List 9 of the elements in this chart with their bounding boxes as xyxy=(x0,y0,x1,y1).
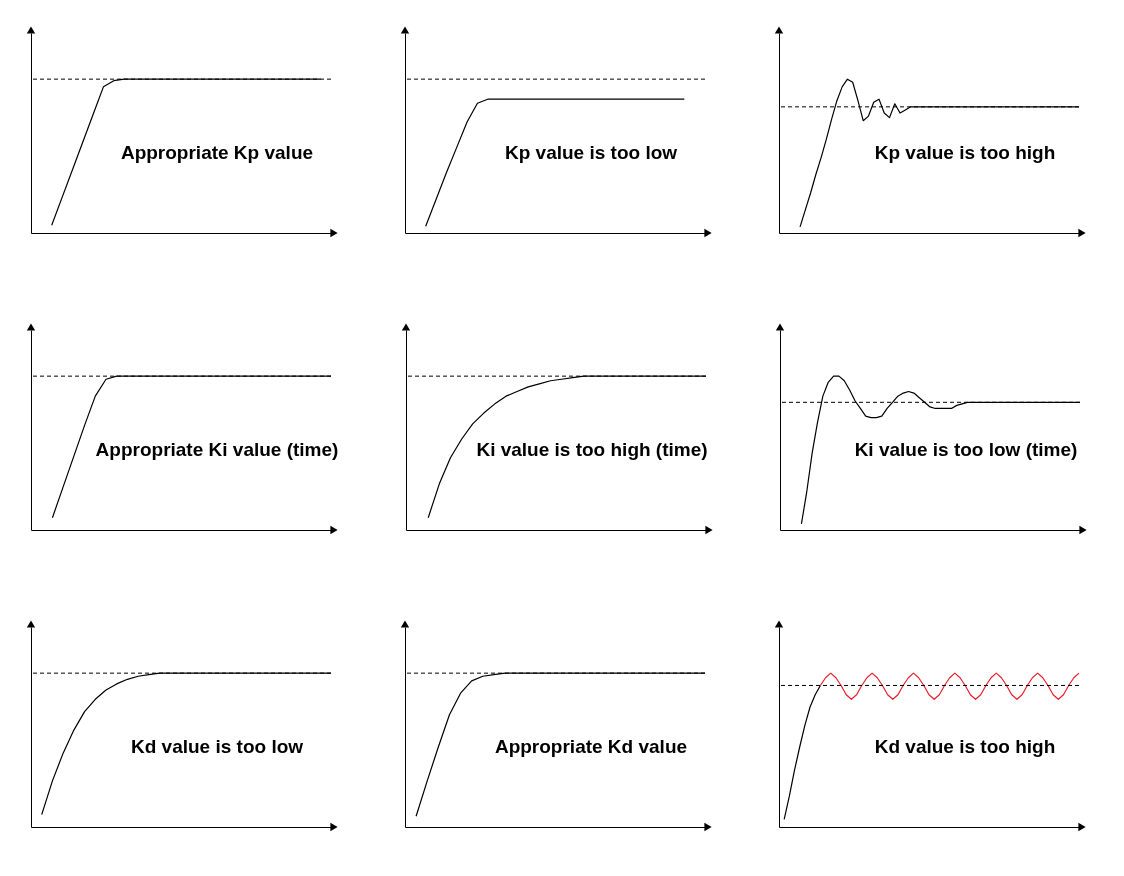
annotation: Appropriate Kp value xyxy=(120,142,314,163)
annotation: Kd value is too high xyxy=(874,736,1056,757)
annotation: Appropriate Ki value (time) xyxy=(95,439,339,460)
annotation: Kp value is too low xyxy=(504,142,678,163)
annotation: Ki value is too high (time) xyxy=(476,439,708,460)
annotation: Appropriate Kd value xyxy=(494,736,688,757)
annotation: Kd value is too low xyxy=(130,736,304,757)
annotation: Kp value is too high xyxy=(874,142,1056,163)
annotation: Ki value is too low (time) xyxy=(854,439,1078,460)
